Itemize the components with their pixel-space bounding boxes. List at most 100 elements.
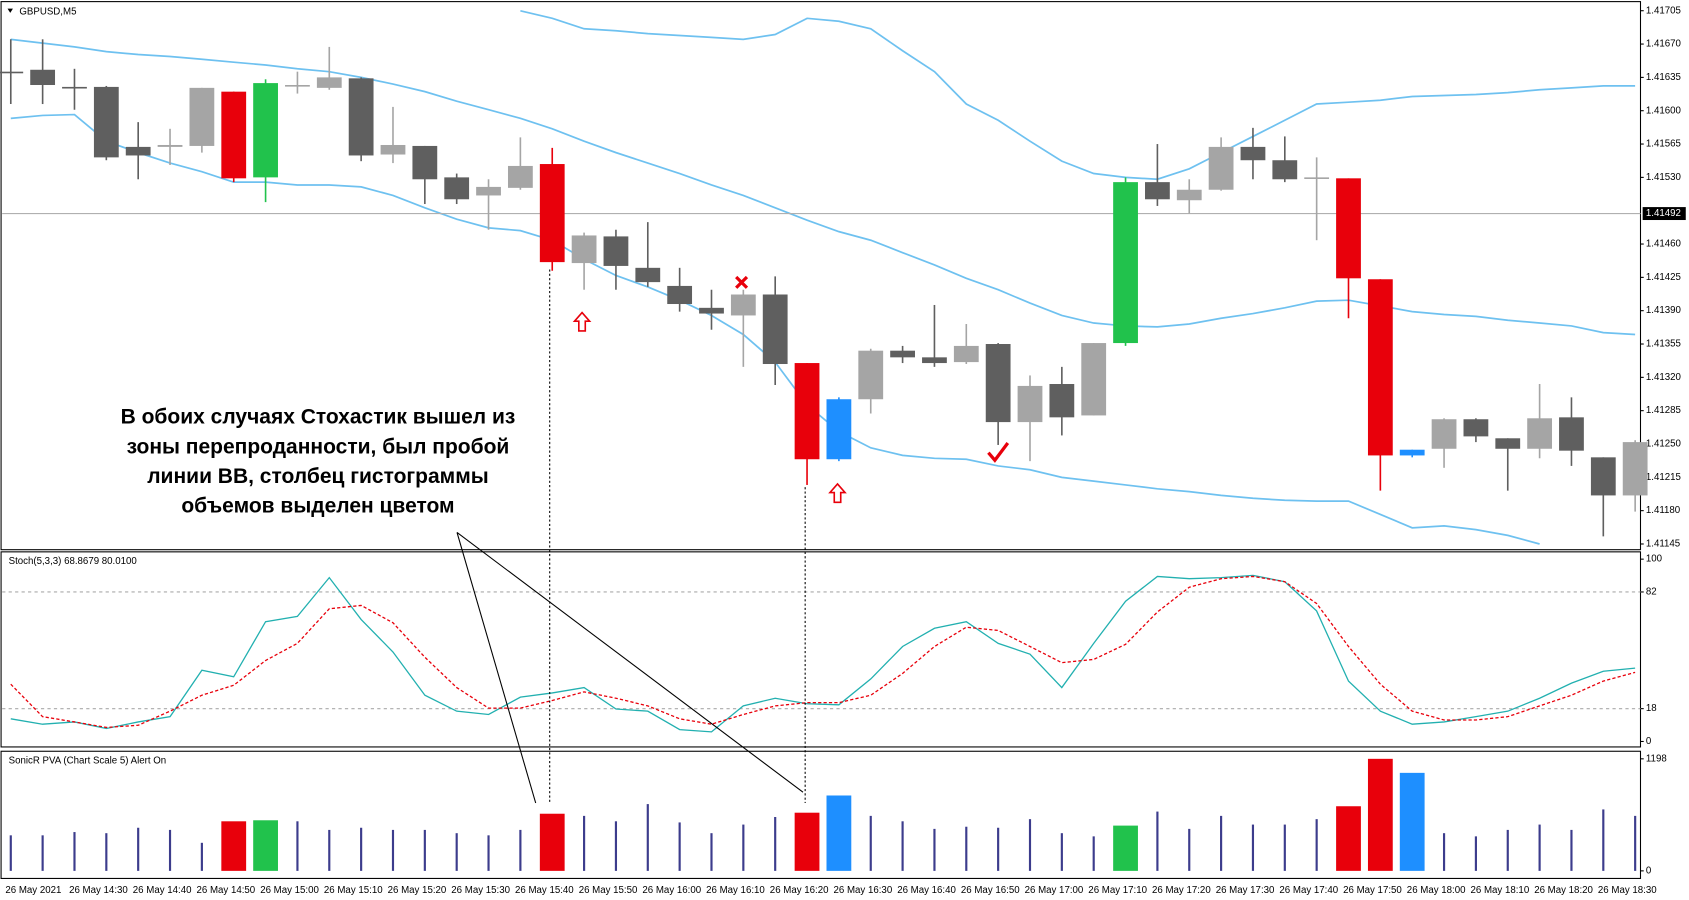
stoch-line: [10, 574, 1636, 733]
y-tick-label: 82: [1646, 587, 1657, 598]
volume-bar: [137, 827, 140, 871]
candle-body: [1240, 146, 1266, 161]
candle-body: [380, 144, 406, 155]
volume-bar: [1283, 824, 1286, 871]
x-tick-label: 26 May 16:10: [706, 885, 765, 896]
volume-bar: [1442, 833, 1446, 871]
y-tick-label: 1.41565: [1646, 139, 1681, 150]
x-tick-label: 26 May 16:50: [961, 885, 1020, 896]
volume-bar: [1538, 824, 1541, 871]
x-tick-label: 26 May 15:40: [515, 885, 574, 896]
volume-bar: [41, 835, 44, 871]
volume-bar: [774, 817, 777, 871]
volume-bar: [1028, 819, 1032, 871]
candle-body: [985, 344, 1011, 423]
candle-body: [603, 236, 629, 266]
x-tick-label: 26 May 17:20: [1152, 885, 1211, 896]
check-mark: [987, 442, 1010, 463]
x-tick-label: 26 May 15:50: [579, 885, 638, 896]
volume-bar: [455, 833, 458, 871]
volume-bar: [487, 835, 490, 871]
x-tick-label: 26 May 16:30: [834, 885, 893, 896]
volume-bar: [965, 826, 968, 871]
volume-bar: [221, 821, 247, 871]
volume-bar: [105, 833, 108, 871]
y-tick-label: 1.41180: [1646, 505, 1681, 516]
x-tick-label: 26 May 16:40: [897, 885, 956, 896]
candle-body: [285, 85, 310, 87]
candle-body: [1463, 419, 1489, 437]
y-tick-label: 1.41670: [1646, 39, 1682, 50]
volume-bar: [328, 829, 331, 871]
candle-body: [571, 235, 597, 264]
main-panel-frame: [0, 1, 1642, 551]
candle-body: [1049, 384, 1075, 418]
x-tick-label: 26 May 15:10: [324, 885, 383, 896]
volume-bar: [391, 829, 395, 871]
y-tick-label: 0: [1646, 865, 1652, 876]
y-tick-label: 1.41425: [1646, 272, 1681, 283]
volume-bar: [360, 827, 363, 871]
y-tick-label: 1.41355: [1646, 339, 1681, 350]
y-tick-label: 18: [1646, 703, 1657, 714]
volume-bar: [646, 804, 649, 871]
candle-body: [539, 164, 565, 263]
volume-bar: [539, 813, 565, 871]
x-tick-label: 26 May 18:10: [1471, 885, 1530, 896]
volume-bar: [742, 824, 745, 871]
annotation-text: В обоих случаях Стохастик вышел из: [121, 406, 516, 429]
volume-bar: [869, 815, 872, 871]
volume-bar: [1113, 825, 1138, 871]
candle-body: [507, 165, 533, 188]
current-price-label: 1.41492: [1646, 208, 1681, 219]
cross-mark: [735, 275, 749, 289]
candle-body: [1399, 449, 1425, 456]
bollinger-band: [10, 38, 1636, 336]
annotation-text: линии ВВ, столбец гистограммы: [147, 465, 488, 488]
volume-bar: [1602, 809, 1605, 871]
y-tick-label: 1.41285: [1646, 405, 1681, 416]
volume-bar: [1634, 815, 1637, 871]
volume-bar: [1156, 811, 1159, 871]
volume-bar: [583, 815, 586, 871]
candle-body: [1304, 177, 1330, 179]
up-arrow: [572, 311, 592, 332]
x-tick-label: 26 May 18:20: [1534, 885, 1593, 896]
x-tick-label: 26 May 15:30: [451, 885, 510, 896]
candle-body: [476, 186, 501, 196]
x-tick-label: 26 May 17:00: [1025, 885, 1084, 896]
candle-body: [1081, 343, 1107, 416]
stoch-line: [10, 575, 1636, 729]
y-tick-label: 1.41705: [1646, 5, 1681, 16]
candle-body: [667, 285, 693, 305]
volume-bar: [794, 812, 820, 871]
candle-body: [699, 307, 724, 314]
candle-body: [1431, 419, 1457, 449]
candle-body: [1272, 160, 1298, 180]
volume-bar: [1506, 829, 1509, 871]
volume-bar: [1060, 833, 1063, 871]
volume-bar: [168, 829, 172, 871]
volume-bar: [1474, 836, 1477, 871]
volume-bar: [253, 820, 278, 871]
candle-body: [1367, 279, 1393, 456]
volume-bar: [1251, 824, 1255, 871]
volume-bar: [296, 821, 299, 871]
candle-body: [30, 69, 56, 86]
volume-bar: [1367, 758, 1393, 871]
candle-body: [922, 357, 947, 364]
candle-body: [93, 86, 119, 158]
x-tick-label: 26 May 15:00: [260, 885, 319, 896]
candle-body: [635, 267, 661, 283]
up-arrow: [828, 482, 847, 504]
candle-body: [1176, 189, 1202, 201]
candle-body: [62, 86, 87, 89]
candle-body: [157, 144, 183, 147]
volume-bar: [9, 835, 12, 871]
candle-body: [189, 87, 215, 146]
candle-body: [1145, 182, 1170, 200]
x-tick-label: 26 May 2021: [5, 885, 61, 896]
current-price-box: [1642, 207, 1686, 221]
x-tick-label: 26 May 14:40: [133, 885, 192, 896]
